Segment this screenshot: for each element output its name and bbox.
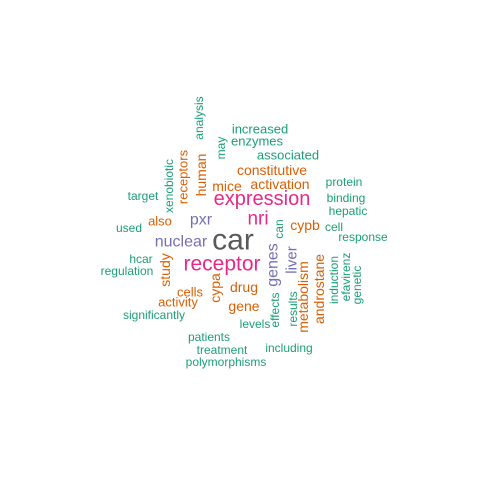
word-effects: effects [268, 292, 282, 327]
word-cells: cells [177, 285, 204, 300]
word-protein: protein [326, 175, 363, 189]
word-binding: binding [327, 191, 366, 205]
word-may: may [214, 137, 228, 160]
word-cypb: cypb [290, 217, 320, 233]
word-receptors: receptors [176, 149, 191, 204]
word-androstane: androstane [311, 254, 327, 324]
word-cypa: cypa [207, 273, 223, 303]
word-hepatic: hepatic [329, 204, 368, 218]
word-efavirenz: efavirenz [339, 253, 353, 302]
word-enzymes: enzymes [231, 134, 284, 149]
word-significantly: significantly [123, 308, 185, 322]
word-target: target [128, 189, 159, 203]
word-analysis: analysis [192, 96, 206, 139]
word-treatment: treatment [197, 343, 248, 357]
word-induction: induction [327, 256, 341, 304]
word-can: can [272, 219, 286, 238]
word-genes: genes [265, 243, 282, 287]
word-metabolism: metabolism [295, 261, 311, 333]
word-constitutive: constitutive [237, 162, 307, 178]
word-liver: liver [284, 246, 301, 274]
word-used: used [116, 221, 142, 235]
word-response: response [338, 230, 388, 244]
word-levels: levels [240, 317, 271, 331]
word-including: including [265, 341, 312, 355]
word-mice: mice [212, 178, 242, 194]
word-regulation: regulation [101, 264, 154, 278]
word-results: results [286, 291, 300, 326]
word-associated: associated [257, 148, 319, 163]
word-xenobiotic: xenobiotic [162, 159, 176, 213]
word-genetic: genetic [350, 266, 364, 305]
word-patients: patients [188, 330, 230, 344]
word-pxr: pxr [190, 212, 213, 229]
word-activation: activation [250, 176, 309, 192]
word-receptor: receptor [183, 253, 260, 276]
word-study: study [157, 253, 173, 286]
word-polymorphisms: polymorphisms [186, 355, 267, 369]
word-activity: activity [158, 295, 198, 310]
word-increased: increased [232, 122, 288, 137]
word-drug: drug [230, 279, 258, 295]
word-expression: expression [214, 188, 311, 210]
word-gene: gene [228, 298, 259, 314]
word-human: human [193, 154, 209, 197]
word-car: car [212, 224, 254, 257]
word-nri: nri [247, 209, 268, 230]
word-hcar: hcar [129, 252, 152, 266]
word-also: also [148, 214, 172, 229]
word-nuclear: nuclear [155, 234, 208, 251]
word-cell: cell [325, 220, 343, 234]
